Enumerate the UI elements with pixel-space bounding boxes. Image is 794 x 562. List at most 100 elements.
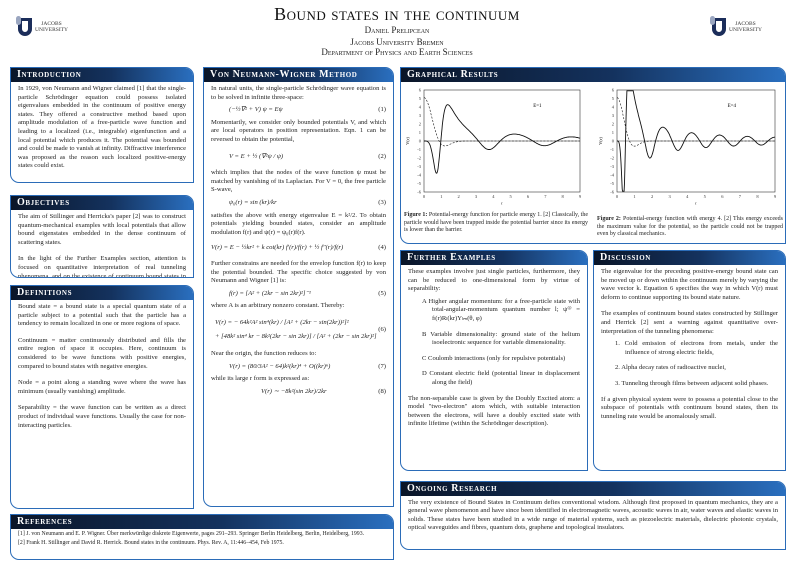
x-tick-label: 7 — [544, 194, 547, 199]
x-tick-label: 3 — [669, 194, 672, 199]
definition-item: Bound state = a bound state is a special… — [18, 303, 186, 328]
y-tick-label: 0 — [612, 139, 615, 144]
von-neumann-wigner-section: Von Neumann-Wigner Method In natural uni… — [203, 67, 394, 507]
references-section: References [1] J. von Neumann and E. P. … — [10, 514, 394, 560]
x-tick-label: 7 — [739, 194, 742, 199]
x-axis-label: r — [695, 201, 697, 206]
y-tick-label: -4 — [417, 173, 421, 178]
y-tick-label: -3 — [417, 164, 421, 169]
paragraph: while its large r form is expressed as: — [211, 375, 310, 383]
y-tick-label: -3 — [610, 164, 614, 169]
energy-label: E=1 — [533, 104, 542, 109]
list-item: A Higher angular momentum: for a free-pa… — [422, 297, 580, 322]
equation-6: V(r) = − 64k²A² sin⁴(kr) / [A² + (2kr − … — [215, 318, 386, 341]
equation-5: f(r) = [A² + (2kr − sin 2kr)²]⁻¹ (5) — [229, 289, 386, 297]
logo-icon — [16, 16, 32, 36]
x-tick-label: 6 — [527, 194, 530, 199]
y-tick-label: 4 — [612, 105, 615, 110]
section-heading: Von Neumann-Wigner Method — [204, 68, 393, 82]
x-tick-label: 8 — [756, 194, 759, 199]
y-tick-label: -1 — [610, 147, 614, 152]
wavefunction-curve — [424, 97, 580, 147]
university-logo-left: JACOBS UNIVERSITY — [16, 16, 68, 36]
logo-text: JACOBS — [41, 21, 62, 27]
x-tick-label: 2 — [651, 194, 653, 199]
x-tick-label: 3 — [475, 194, 478, 199]
logo-text: JACOBS — [735, 21, 756, 27]
department: Department of Physics and Earth Sciences — [321, 47, 473, 57]
y-tick-label: -2 — [417, 156, 421, 161]
further-examples-section: Further Examples These examples involve … — [400, 250, 588, 471]
y-tick-label: 2 — [419, 122, 421, 127]
reference-item: [2] Frank H. Stillinger and David R. Her… — [18, 540, 284, 546]
intro-text: In 1929, von Neumann and Wigner claimed … — [18, 85, 186, 170]
potential-curve — [424, 104, 581, 174]
potential-curve — [617, 90, 775, 192]
section-heading: Introduction — [11, 68, 193, 82]
y-tick-label: 0 — [419, 139, 422, 144]
equation-2: V = E + ½ (∇²ψ / ψ) (2) — [229, 152, 386, 160]
equation-7: V(r) = (80/3A² − 64)k²(kr)⁴ + O((kr)⁶) (7… — [229, 362, 386, 370]
energy-label: E=4 — [728, 104, 737, 109]
paragraph: satisfies the above with energy eigenval… — [211, 211, 386, 236]
y-tick-label: 6 — [419, 88, 422, 93]
discussion-section: Discussion The eigenvalue for the preced… — [593, 250, 786, 471]
section-heading: Objectives — [11, 196, 193, 210]
list-item: 1. Cold emission of electrons from metal… — [615, 340, 778, 356]
figure-1: 6 5 4 3 2 1 0 -1 -2 -3 -4 -5 -6 0 1 2 3 4 5 6 7 8 9 V(r) r E=1 Fi… — [404, 86, 588, 235]
paragraph: Near the origin, the function reduces to… — [211, 350, 317, 358]
y-axis-label: V(r) — [405, 137, 410, 145]
paragraph: which implies that the nodes of the wave… — [211, 169, 386, 194]
y-axis-label: V(r) — [598, 137, 603, 145]
equation-4: V(r) = E − ½kr² + k cot(kr) f′(r)/f(r) +… — [211, 244, 386, 252]
paragraph: The eigenvalue for the preceding positiv… — [601, 268, 778, 301]
paragraph: These examples involve just single parti… — [408, 268, 580, 293]
y-tick-label: -5 — [417, 181, 421, 186]
poster-title: Bound states in the continuum — [274, 4, 520, 24]
section-heading: Further Examples — [401, 251, 587, 265]
y-tick-label: -6 — [417, 190, 421, 195]
objectives-section: Objectives The aim of Stillinger and Her… — [10, 195, 194, 278]
x-tick-label: 2 — [458, 194, 460, 199]
definition-item: Continuum = matter continuously distribu… — [18, 336, 186, 370]
y-tick-label: -1 — [417, 147, 421, 152]
introduction-section: Introduction In 1929, von Neumann and Wi… — [10, 67, 194, 183]
y-tick-label: -6 — [610, 190, 614, 195]
x-tick-label: 5 — [704, 194, 707, 199]
institution: Jacobs University Bremen — [350, 37, 444, 47]
logo-text: UNIVERSITY — [729, 27, 762, 33]
author: Daniel Prelipcean — [364, 25, 430, 35]
x-tick-label: 9 — [579, 194, 582, 199]
definition-item: Separability = the wave function can be … — [18, 404, 186, 429]
y-tick-label: 4 — [419, 105, 422, 110]
paragraph: In the light of the Further Examples sec… — [18, 255, 186, 278]
x-tick-label: 4 — [492, 194, 495, 199]
paragraph: where A is an arbitrary nonzero constant… — [211, 302, 345, 310]
paragraph: The examples of continuum bound states c… — [601, 310, 778, 335]
y-tick-label: 3 — [419, 113, 422, 118]
y-tick-label: -5 — [610, 181, 614, 186]
x-tick-label: 0 — [616, 194, 619, 199]
y-tick-label: 5 — [612, 96, 615, 101]
section-heading: Discussion — [594, 251, 785, 265]
section-heading: Graphical Results — [401, 68, 785, 82]
x-tick-label: 6 — [721, 194, 724, 199]
list-item: C Coulomb interactions (only for repulsi… — [422, 354, 566, 362]
definitions-section: Definitions Bound state = a bound state … — [10, 285, 194, 509]
paragraph: The non-separable case is given by the D… — [408, 394, 580, 428]
paragraph: In natural units, the single-particle Sc… — [211, 85, 386, 101]
x-tick-label: 9 — [774, 194, 777, 199]
x-axis-label: r — [501, 201, 503, 206]
equation-1: (−½∇² + V) ψ = Eψ (1) — [229, 106, 386, 114]
section-heading: References — [11, 515, 393, 529]
equation-8: V(r) ∼ −8k²(sin 2kr)/2kr (8) — [261, 387, 386, 395]
paragraph: Momentarily, we consider only bounded po… — [211, 118, 386, 143]
x-tick-label: 1 — [440, 194, 442, 199]
paragraph: The very existence of Bound States in Co… — [408, 499, 778, 531]
poster-header: JACOBS UNIVERSITY Bound states in the con… — [0, 0, 794, 62]
y-tick-label: 5 — [419, 96, 422, 101]
x-tick-label: 1 — [633, 194, 635, 199]
paragraph: If a given physical system were to posse… — [601, 395, 778, 420]
